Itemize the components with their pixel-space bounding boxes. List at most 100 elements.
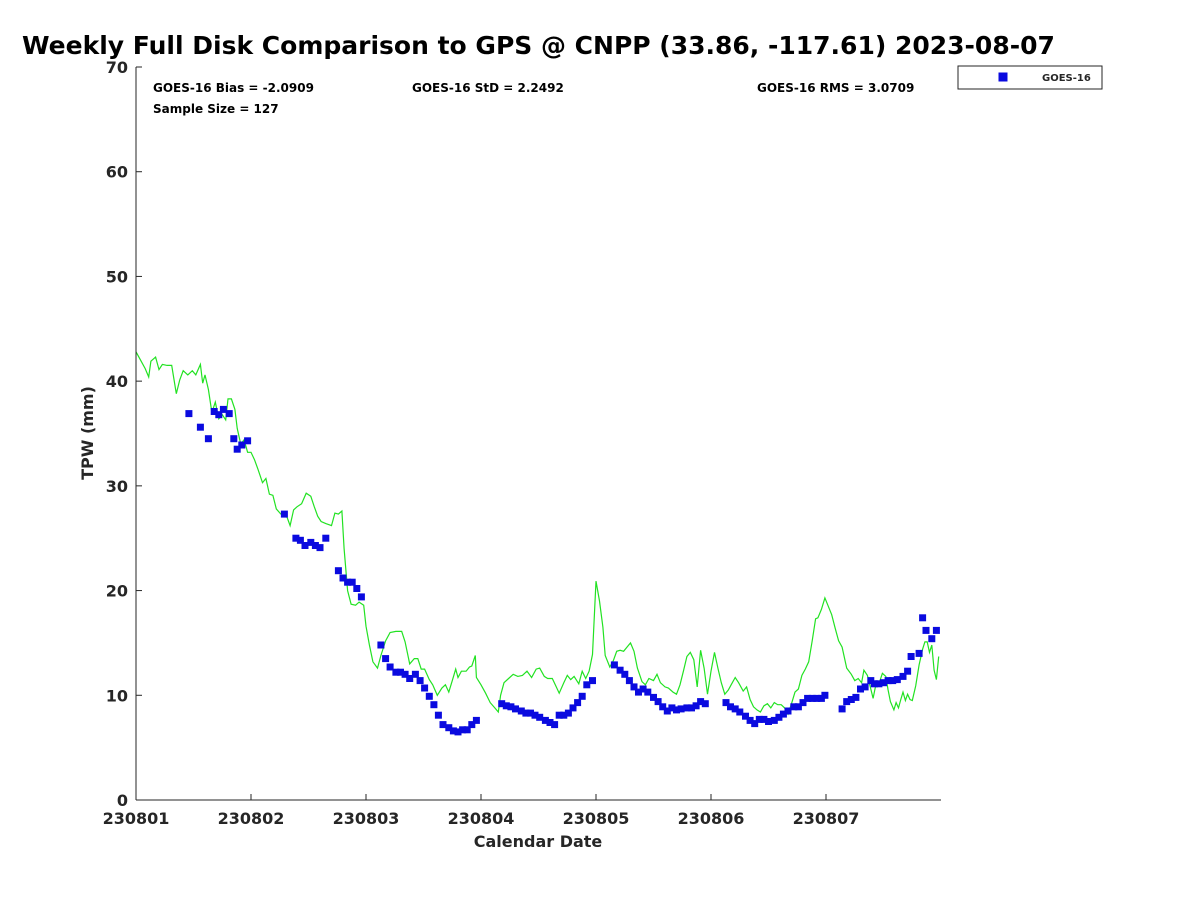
y-tick-label: 40 [106, 372, 128, 391]
goes16-point [541, 716, 549, 724]
goes16-point [555, 711, 563, 719]
x-axis-label: Calendar Date [474, 832, 603, 851]
y-tick-label: 0 [117, 791, 128, 810]
goes16-point [625, 677, 633, 685]
goes16-point [870, 680, 878, 688]
goes16-point [348, 578, 356, 586]
goes16-point [742, 712, 749, 720]
goes16-point [536, 713, 544, 721]
chart-title: Weekly Full Disk Comparison to GPS @ CNP… [22, 31, 1055, 60]
goes16-point [564, 709, 572, 717]
goes16-point [857, 685, 864, 693]
goes16-point [386, 663, 394, 671]
goes16-point [760, 715, 768, 723]
goes16-point [502, 702, 510, 710]
goes16-point [875, 680, 883, 688]
stat-bias: GOES-16 Bias = -2.0909 [153, 81, 314, 95]
goes16-point [692, 702, 700, 710]
goes16-point [790, 703, 798, 711]
goes16-point [392, 668, 400, 676]
goes16-point [230, 435, 238, 443]
goes16-point [322, 534, 330, 542]
goes16-point [522, 709, 530, 717]
stat-rms: GOES-16 RMS = 3.0709 [757, 81, 914, 95]
goes16-point [233, 445, 241, 453]
x-tick-label: 230804 [448, 809, 515, 828]
goes16-point [808, 694, 816, 702]
goes16-point [357, 593, 365, 601]
goes16-point [884, 677, 892, 685]
goes16-point [421, 684, 429, 692]
goes16-point [688, 704, 695, 712]
stat-std: GOES-16 StD = 2.2492 [412, 81, 564, 95]
legend-box [957, 65, 1103, 90]
goes16-point [736, 708, 744, 716]
plot-area [136, 67, 941, 800]
x-tick-label: 230805 [563, 809, 630, 828]
goes16-point [673, 706, 680, 714]
goes16-point [904, 667, 912, 675]
goes16-point [630, 683, 638, 691]
goes16-point [382, 655, 390, 663]
goes16-point [498, 700, 506, 708]
goes16-point [852, 693, 860, 701]
goes16-point [411, 670, 419, 678]
goes16-point [225, 410, 233, 418]
goes16-point [907, 653, 915, 660]
goes16-point [401, 670, 409, 678]
goes16-point [301, 542, 309, 549]
goes16-point [659, 703, 667, 711]
goes16-point [578, 692, 586, 700]
goes16-point [196, 423, 204, 431]
goes16-point [454, 728, 462, 736]
goes16-point [463, 726, 471, 734]
goes16-point [551, 721, 559, 729]
goes16-point [919, 614, 927, 622]
goes16-point [280, 510, 288, 518]
goes16-point [531, 711, 539, 719]
goes16-point [784, 707, 792, 715]
goes16-point [339, 574, 347, 582]
goes16-point [434, 711, 442, 719]
goes16-point [512, 705, 519, 713]
goes16-point [307, 538, 315, 546]
y-tick-label: 50 [106, 267, 128, 286]
goes16-point [899, 672, 907, 680]
goes16-point [804, 694, 812, 702]
goes16-point [677, 705, 685, 713]
goes16-point [574, 699, 582, 707]
goes16-point [928, 635, 936, 643]
goes16-point [770, 716, 778, 724]
goes16-point [755, 715, 763, 723]
y-tick-label: 20 [106, 582, 128, 601]
goes16-point [527, 709, 534, 717]
goes16-point [610, 661, 618, 669]
y-tick-label: 30 [106, 477, 128, 496]
legend: GOES-16 [957, 65, 1103, 90]
goes16-point [238, 441, 246, 449]
goes16-point [344, 578, 352, 586]
goes16-point [569, 704, 577, 712]
goes16-point [893, 676, 901, 684]
goes16-point [589, 677, 596, 685]
goes16-point [334, 567, 342, 575]
goes16-point [397, 668, 404, 676]
goes16-point [932, 626, 940, 634]
goes16-point [616, 666, 624, 674]
goes16-point [775, 713, 783, 721]
x-tick-label: 230801 [103, 809, 170, 828]
goes-layer [185, 405, 940, 736]
goes16-point [847, 696, 855, 703]
x-tick-label: 230807 [793, 809, 860, 828]
y-axis-label: TPW (mm) [78, 386, 97, 480]
goes16-point [821, 691, 829, 699]
goes16-point [922, 626, 930, 634]
goes16-point [439, 721, 447, 729]
goes16-point [889, 677, 897, 685]
goes16-point [517, 707, 525, 715]
goes16-point [416, 677, 424, 685]
goes16-point [215, 411, 223, 419]
goes16-point [449, 727, 457, 735]
goes16-point [425, 692, 433, 700]
